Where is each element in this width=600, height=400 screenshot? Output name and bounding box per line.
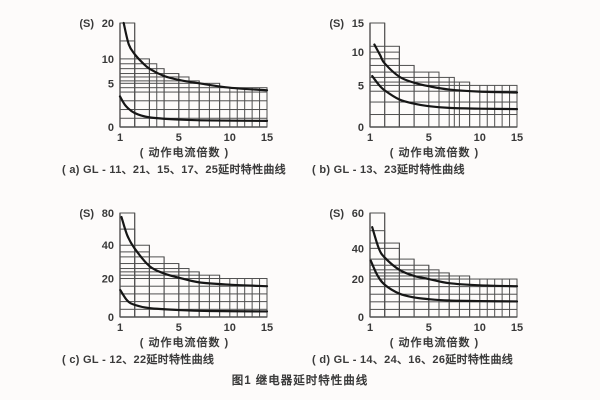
svg-text:(S): (S) xyxy=(80,18,94,30)
svg-text:80: 80 xyxy=(102,208,114,220)
svg-text:10: 10 xyxy=(352,47,364,59)
svg-text:(S): (S) xyxy=(330,18,344,30)
svg-text:0: 0 xyxy=(358,312,364,324)
figure-caption: 图1 继电器延时特性曲线 xyxy=(231,375,369,387)
svg-text:1: 1 xyxy=(367,322,373,334)
svg-text:1: 1 xyxy=(117,322,123,334)
svg-text:20: 20 xyxy=(352,274,364,286)
svg-text:10: 10 xyxy=(474,322,486,334)
svg-text:(S): (S) xyxy=(330,208,344,220)
svg-text:1: 1 xyxy=(367,132,373,144)
svg-text:0: 0 xyxy=(108,312,114,324)
svg-text:15: 15 xyxy=(261,322,273,334)
chart-panel-b: 0 5 10 15 1 5 10 15 (S)( 动作电流倍数 ) ( b) GL - 13、2… xyxy=(310,10,562,192)
svg-text:5: 5 xyxy=(176,322,182,334)
svg-text:( 动作电流倍数 ): ( 动作电流倍数 ) xyxy=(390,335,479,349)
svg-text:1: 1 xyxy=(117,132,123,144)
svg-text:15: 15 xyxy=(511,132,523,144)
svg-text:40: 40 xyxy=(102,240,114,252)
svg-text:10: 10 xyxy=(102,54,114,66)
svg-text:0: 0 xyxy=(108,122,114,134)
svg-text:5: 5 xyxy=(108,78,114,90)
svg-text:60: 60 xyxy=(352,208,364,220)
svg-text:20: 20 xyxy=(102,18,114,30)
svg-text:5: 5 xyxy=(358,80,364,92)
svg-text:(S): (S) xyxy=(80,208,94,220)
svg-text:15: 15 xyxy=(261,132,273,144)
svg-text:( 动作电流倍数 ): ( 动作电流倍数 ) xyxy=(140,335,229,349)
svg-text:5: 5 xyxy=(426,322,432,334)
svg-text:10: 10 xyxy=(474,132,486,144)
chart-panel-c: 0 20 40 80 1 5 10 15 (S)( 动作电流倍数 ) ( c) GL - 12、… xyxy=(60,200,312,382)
svg-text:40: 40 xyxy=(352,243,364,255)
svg-text:15: 15 xyxy=(511,322,523,334)
svg-text:5: 5 xyxy=(176,132,182,144)
svg-text:0: 0 xyxy=(358,122,364,134)
svg-text:15: 15 xyxy=(352,18,364,30)
chart-panel-d: 0 20 40 60 1 5 10 15 (S)( 动作电流倍数 ) ( d) GL - 14、… xyxy=(310,200,562,382)
svg-text:( 动作电流倍数 ): ( 动作电流倍数 ) xyxy=(140,145,229,159)
svg-text:20: 20 xyxy=(102,274,114,286)
svg-text:( 动作电流倍数 ): ( 动作电流倍数 ) xyxy=(390,145,479,159)
svg-text:10: 10 xyxy=(224,322,236,334)
chart-b-caption: ( b) GL - 13、23延时特性曲线 xyxy=(312,164,465,176)
chart-c-caption: ( c) GL - 12、22延时特性曲线 xyxy=(62,354,215,366)
svg-text:5: 5 xyxy=(426,132,432,144)
chart-d-caption: ( d) GL - 14、24、16、26延时特性曲线 xyxy=(312,354,514,366)
svg-text:10: 10 xyxy=(224,132,236,144)
chart-a-caption: ( a) GL - 11、21、15、17、25延时特性曲线 xyxy=(62,164,286,176)
chart-panel-a: 0 5 10 20 1 5 10 15 (S)( 动作电流倍数 ) ( a) GL - 11、2… xyxy=(60,10,312,192)
